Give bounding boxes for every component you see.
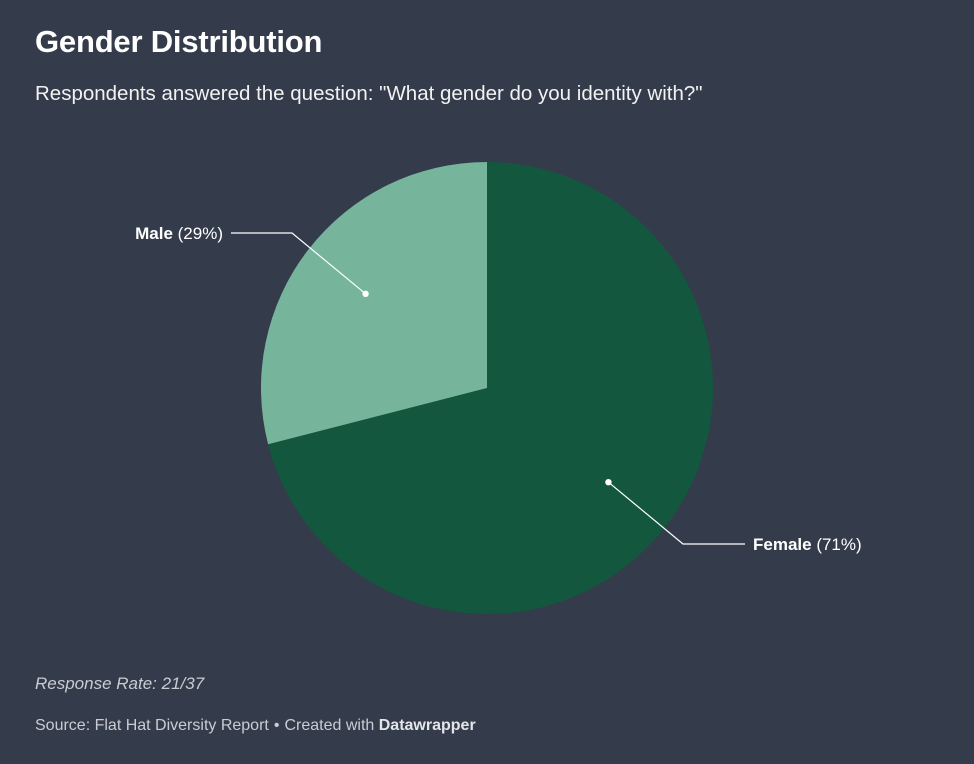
slice-label-male: Male (29%) [135,224,223,243]
slice-label-value-male: (29%) [173,224,223,243]
chart-subtitle: Respondents answered the question: "What… [35,82,703,105]
leader-dot-male [362,290,369,298]
created-with-text: Created with [284,717,375,734]
chart-title: Gender Distribution [35,24,323,59]
datawrapper-link[interactable]: Datawrapper [378,717,476,734]
source-text: Source: Flat Hat Diversity Report [35,717,269,734]
leader-line-male [231,232,366,295]
slice-label-value-female: (71%) [812,535,862,554]
chart-footer: Source: Flat Hat Diversity Report • Create… [35,717,476,735]
leader-dot-female [605,478,612,486]
pie-slice-male[interactable] [261,162,487,445]
footer-separator: • [273,717,280,734]
slice-label-name-female: Female [753,535,812,554]
slice-label-female: Female (71%) [753,535,862,554]
response-rate-note: Response Rate: 21/37 [35,674,205,693]
pie-slice-female[interactable] [268,162,713,614]
slice-label-name-male: Male [135,224,173,243]
leader-line-female [608,481,745,545]
